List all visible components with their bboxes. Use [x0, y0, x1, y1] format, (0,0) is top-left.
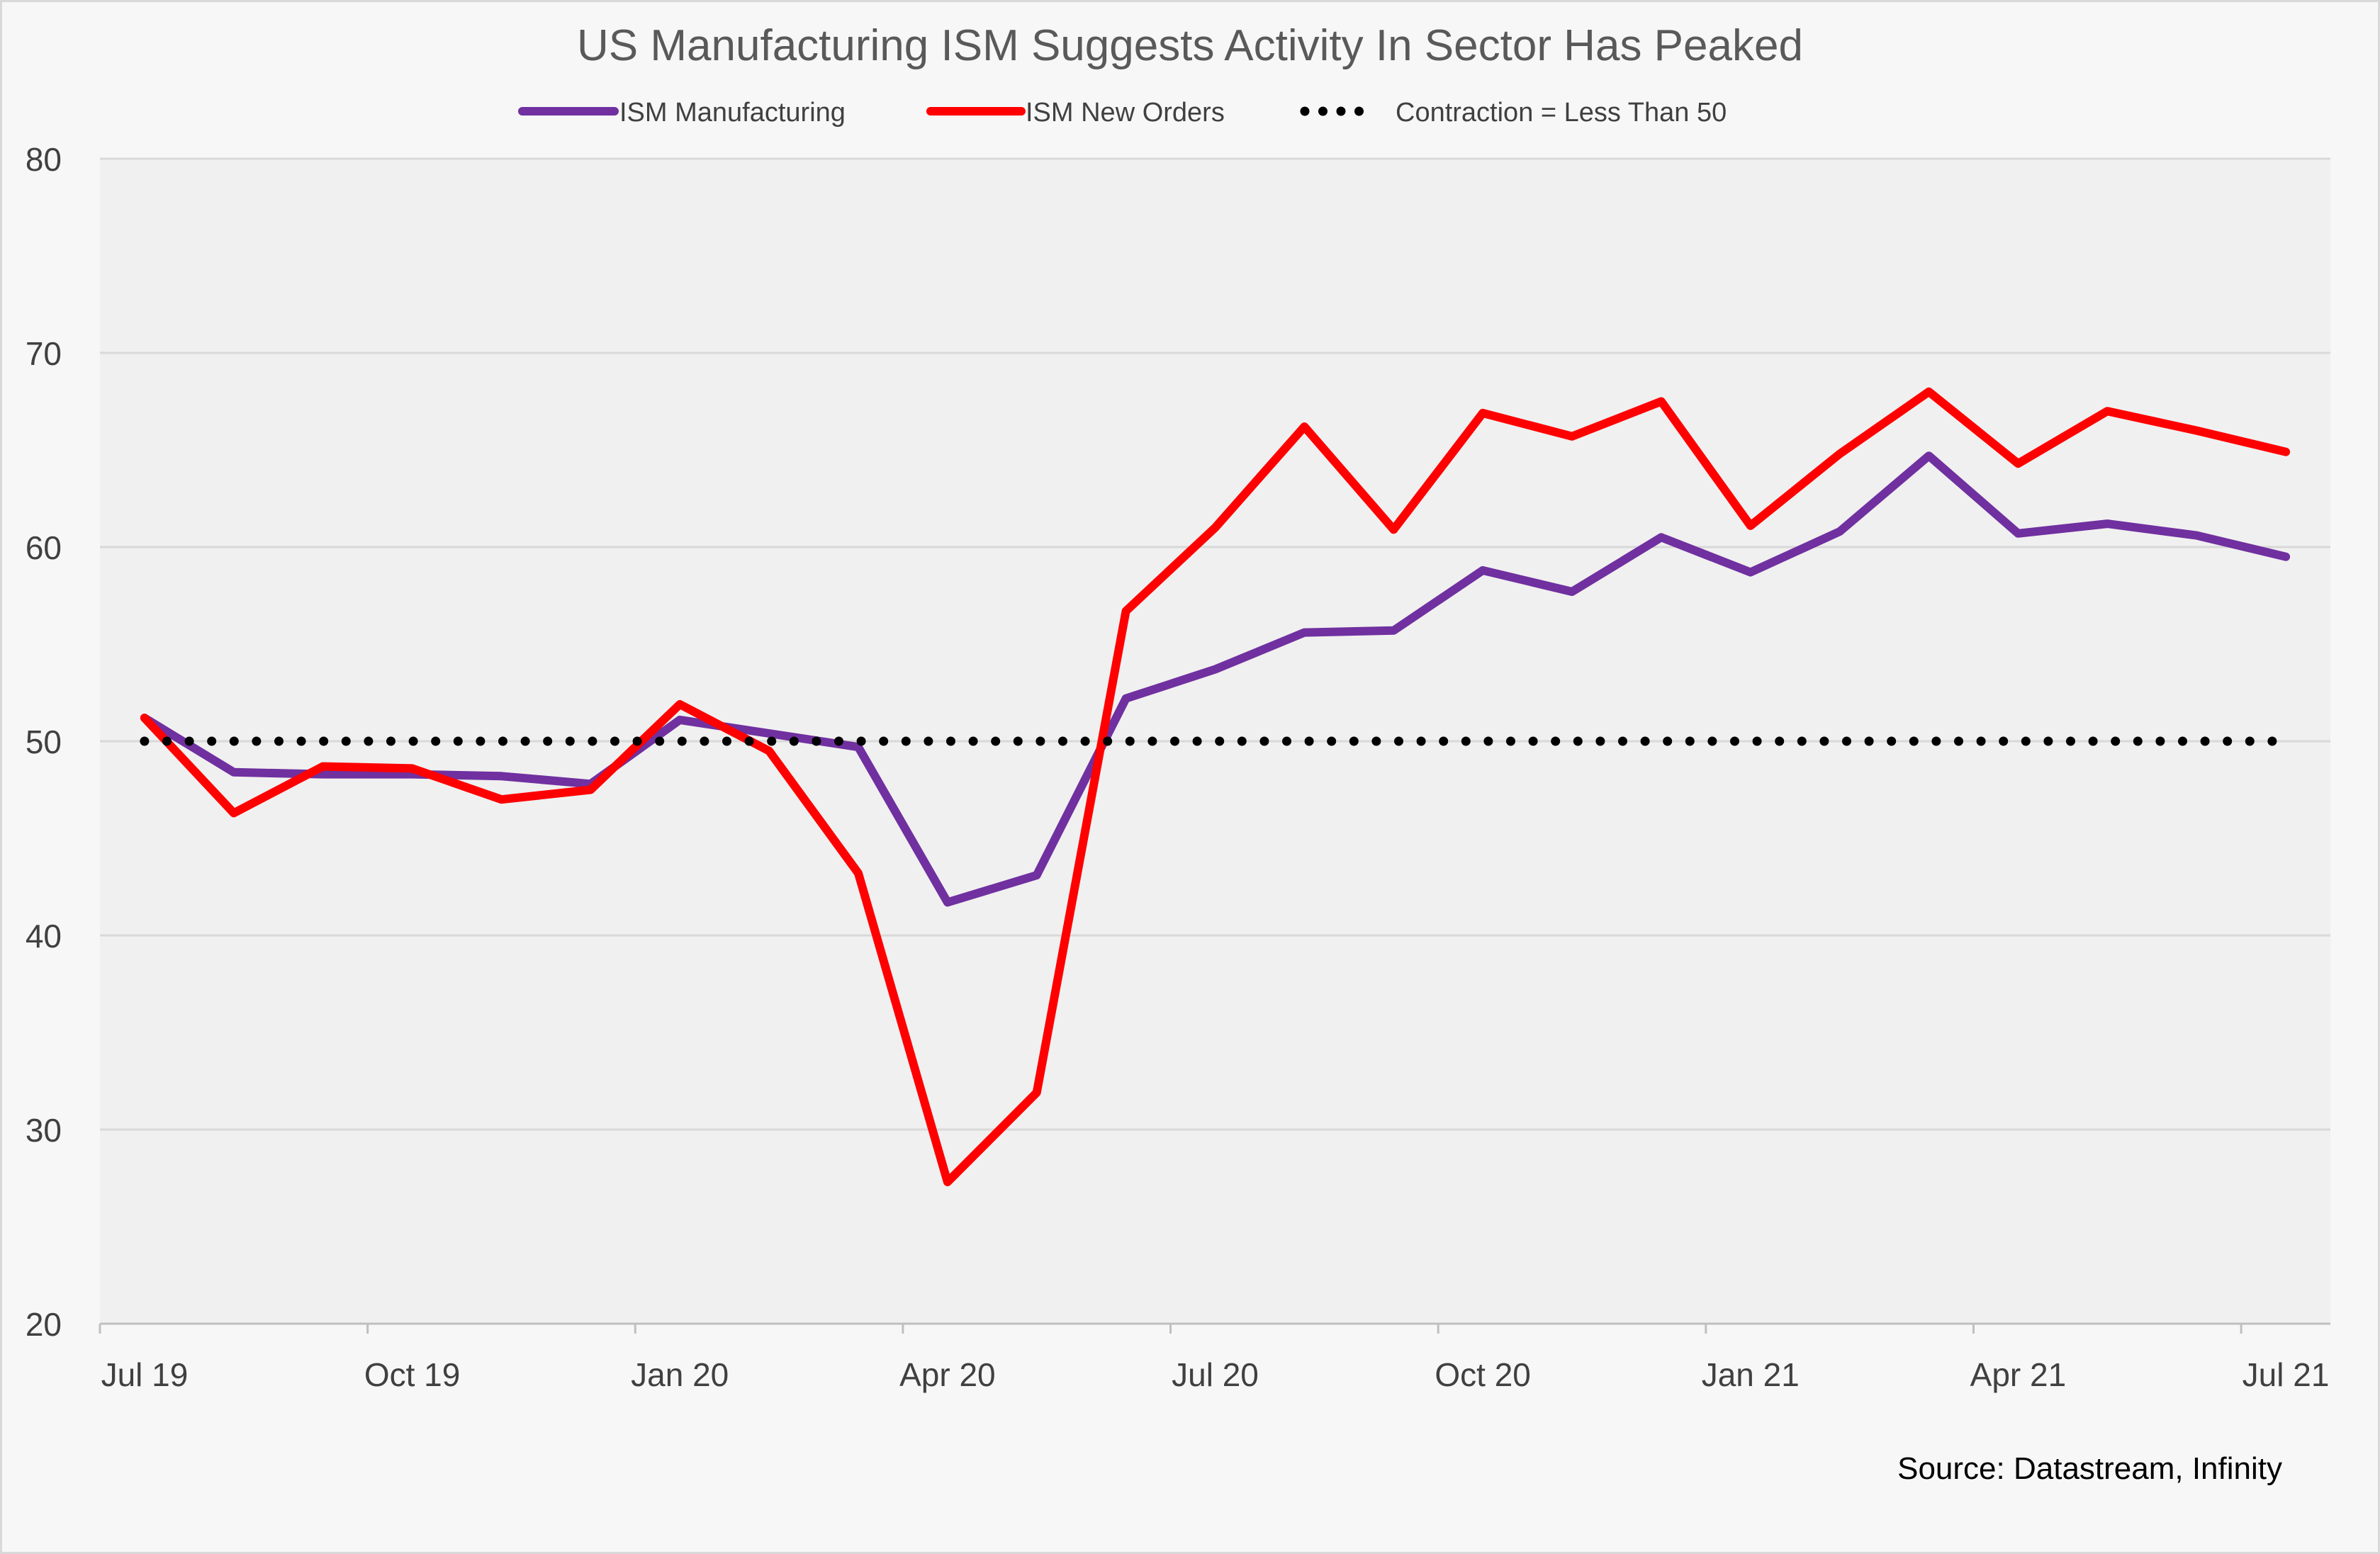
series-line-ism-manufacturing: [140, 451, 2291, 907]
x-tick-label: Jan 21: [1702, 1356, 1800, 1393]
x-tick-label: Jul 19: [101, 1356, 189, 1393]
legend: ISM Manufacturing ISM New Orders Contracti…: [518, 98, 1727, 128]
series-line-ism-new-orders: [140, 387, 2291, 1186]
y-tick-label: 20: [26, 1306, 62, 1343]
x-tick-label: Apr 21: [1970, 1356, 2067, 1393]
y-tick-label: 60: [26, 529, 62, 566]
y-tick-label: 40: [26, 918, 62, 955]
y-tick-label: 50: [26, 723, 62, 760]
x-tick-label: Jul 21: [2243, 1356, 2330, 1393]
y-tick-label: 30: [26, 1112, 62, 1149]
chart-title: US Manufacturing ISM Suggests Activity I…: [577, 21, 1803, 70]
x-tick-label: Jul 20: [1172, 1356, 1259, 1393]
y-tick-label: 80: [26, 141, 62, 178]
legend-label: Contraction = Less Than 50: [1396, 98, 1727, 128]
plot-area: 20 30 40 50 60 70 80 Jul 19 Oct 19 Jan 20 Apr 20 Ju…: [26, 141, 2330, 1393]
source-note: Source: Datastream, Infinity: [1897, 1451, 2282, 1486]
y-tick-label: 70: [26, 335, 62, 372]
x-tick-label: Apr 20: [899, 1356, 996, 1393]
legend-label: ISM New Orders: [1026, 98, 1225, 128]
x-tick-label: Oct 19: [364, 1356, 461, 1393]
x-tick-label: Oct 20: [1435, 1356, 1531, 1393]
x-tick-label: Jan 20: [631, 1356, 729, 1393]
legend-label: ISM Manufacturing: [619, 98, 846, 128]
